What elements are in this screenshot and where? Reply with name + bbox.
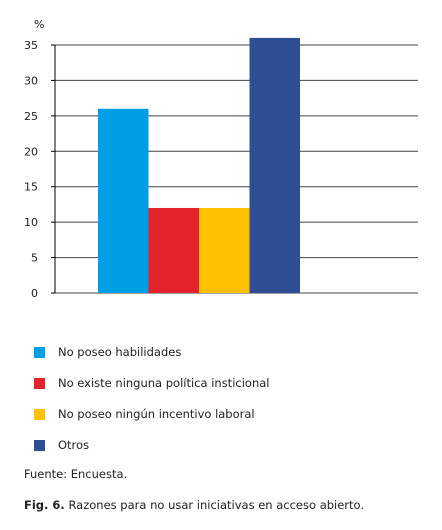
bar <box>148 207 199 293</box>
source-note: Fuente: Encuesta. <box>24 467 128 481</box>
bar <box>98 108 149 294</box>
legend-label: No poseo habilidades <box>58 345 182 359</box>
bar <box>199 207 250 293</box>
y-tick-label: 15 <box>24 181 38 194</box>
bar <box>249 37 300 293</box>
figure-caption-text: Razones para no usar iniciativas en acce… <box>68 498 365 512</box>
legend-swatch <box>34 378 45 389</box>
y-tick-label: 35 <box>24 39 38 52</box>
y-tick-label: 0 <box>31 287 38 300</box>
legend-label: No poseo ningún incentivo laboral <box>58 407 255 421</box>
y-tick-label: 25 <box>24 110 38 123</box>
legend-swatch <box>34 409 45 420</box>
legend-swatch <box>34 440 45 451</box>
y-axis-ticks: 0 5 10 15 20 25 30 35 <box>24 39 55 300</box>
legend-label: No existe ninguna política insticional <box>58 376 270 390</box>
figure-caption: Fig. 6. Razones para no usar iniciativas… <box>24 498 364 512</box>
figure-label: Fig. 6. <box>24 498 65 512</box>
bar-chart: % 0 5 10 15 20 25 30 35 <box>24 18 418 300</box>
bars <box>98 37 300 294</box>
legend-swatch <box>34 347 45 358</box>
y-axis-unit-label: % <box>34 18 44 31</box>
y-tick-label: 20 <box>24 145 38 158</box>
legend-label: Otros <box>58 438 90 452</box>
y-tick-label: 5 <box>31 252 38 265</box>
y-tick-label: 30 <box>24 74 38 87</box>
y-tick-label: 10 <box>24 216 38 229</box>
